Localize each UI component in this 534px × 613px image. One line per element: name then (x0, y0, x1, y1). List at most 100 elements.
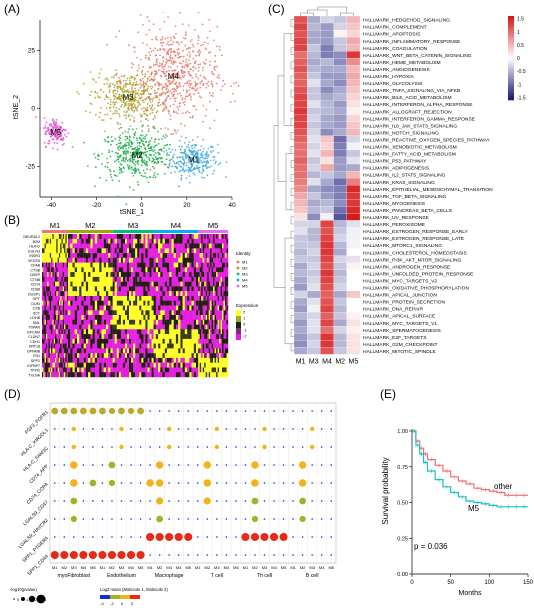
tsne-point (155, 63, 158, 66)
heatmap-cell (205, 253, 208, 259)
tsne-point (141, 157, 144, 160)
tsne-point (153, 174, 156, 177)
tsne-point (39, 127, 42, 129)
heatmap-cell (145, 319, 148, 325)
heatmap-cell (173, 353, 177, 359)
tsne-point (172, 77, 174, 79)
heatmap-cell (88, 272, 91, 278)
tsne-point (57, 133, 59, 136)
heatmap-cell (68, 343, 71, 349)
heatmap-cell (169, 319, 172, 325)
heatmap-cell (162, 234, 165, 239)
heatmap-cell (196, 286, 199, 292)
tsne-point (182, 158, 185, 161)
tsne-point (160, 64, 163, 67)
heatmap-cell (133, 353, 136, 359)
heatmap-cell (141, 300, 144, 306)
heatmap-cell (169, 357, 172, 363)
tsne-point (122, 159, 125, 162)
heatmap-cell (79, 319, 82, 325)
heatmap-cell (83, 267, 87, 273)
heatmap-cell (47, 310, 49, 316)
hallmark-cell (320, 58, 334, 66)
heatmap-cell (112, 324, 115, 330)
heatmap-cell (160, 262, 163, 268)
tsne-point (145, 154, 148, 157)
hallmark-cell (346, 58, 361, 66)
heatmap-cell (223, 243, 226, 249)
heatmap-cell (201, 372, 203, 378)
heatmap-cell (53, 272, 56, 278)
tsne-point (129, 125, 132, 127)
tsne-point (213, 73, 215, 76)
heatmap-cell (193, 348, 197, 354)
tsne-point (118, 168, 121, 171)
heatmap-cell (45, 348, 48, 354)
heatmap-cell (94, 305, 98, 311)
heatmap-cell (122, 343, 126, 349)
tsne-point (131, 114, 133, 117)
heatmap-cell (141, 315, 144, 320)
heatmap-cell (189, 310, 192, 316)
heatmap-cell (83, 238, 87, 244)
heatmap-cell (139, 348, 142, 354)
heatmap-cell (43, 319, 45, 325)
heatmap-cell (103, 319, 107, 325)
heatmap-cell (199, 276, 202, 282)
tsne-point (174, 83, 177, 86)
heatmap-cell (151, 234, 154, 239)
heatmap-cell (158, 310, 161, 316)
heatmap-cell (110, 234, 113, 239)
tsne-point (131, 172, 134, 175)
heatmap-cell (187, 272, 190, 278)
heatmap-cell (125, 310, 128, 316)
heatmap-cell (47, 267, 49, 273)
heatmap-cell (83, 334, 87, 340)
heatmap-cell (216, 329, 218, 335)
tsne-point (164, 93, 167, 95)
heatmap-cell (226, 372, 229, 378)
tsne-point (118, 172, 121, 175)
tsne-point (113, 112, 116, 114)
heatmap-cell (160, 238, 163, 244)
tsne-point (169, 151, 172, 154)
heatmap-cell (88, 305, 91, 311)
heatmap-cell (207, 243, 209, 249)
tsne-point (206, 166, 209, 169)
tsne-point (140, 115, 142, 118)
heatmap-cell (60, 253, 62, 259)
tsne-point (127, 90, 130, 93)
heatmap-cell (225, 338, 227, 344)
heatmap-cell (217, 338, 220, 344)
heatmap-cell (149, 334, 152, 340)
tsne-point (179, 169, 182, 172)
heatmap-cell (189, 276, 192, 282)
tsne-point (176, 106, 179, 109)
tsne-point (200, 80, 203, 83)
heatmap-cell (184, 348, 188, 354)
heatmap-cell (223, 319, 226, 325)
heatmap-cell (66, 343, 69, 349)
heatmap-cell (74, 276, 78, 282)
tsne-point (138, 101, 140, 104)
heatmap-cell (145, 262, 148, 268)
heatmap-cell (173, 329, 177, 335)
tsne-point (194, 60, 197, 63)
tsne-point (133, 156, 136, 159)
tsne-point (157, 102, 160, 104)
heatmap-cell (48, 319, 50, 325)
heatmap-cell (133, 281, 136, 287)
heatmap-cell (90, 296, 93, 301)
heatmap-cell (55, 362, 57, 368)
heatmap-cell (99, 276, 102, 282)
heatmap-cell (49, 372, 52, 378)
tsne-point (61, 139, 64, 142)
tsne-point (168, 76, 171, 79)
heatmap-cell (118, 348, 121, 354)
heatmap-cell (143, 310, 146, 316)
heatmap-cell (184, 276, 188, 282)
heatmap-cell (153, 310, 156, 316)
heatmap-cell (220, 324, 223, 330)
heatmap-cell (112, 234, 115, 239)
